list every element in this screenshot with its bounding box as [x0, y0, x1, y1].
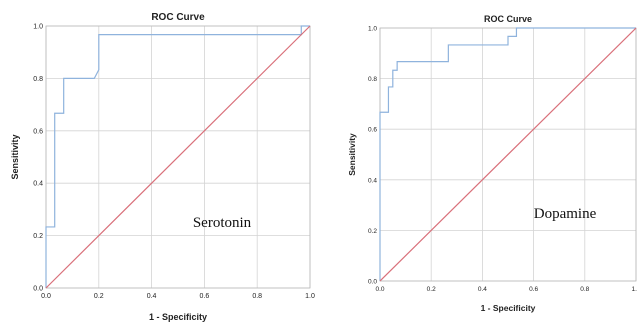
x-tick-label: 0.6: [200, 293, 210, 300]
x-tick-label: 0.8: [252, 293, 262, 300]
y-axis-label: Sensitivity: [347, 133, 357, 176]
x-tick-label: 0.0: [375, 286, 384, 293]
reference-line: [379, 27, 637, 282]
chart-title: ROC Curve: [484, 14, 532, 24]
y-tick-label: 0.2: [33, 233, 43, 240]
chart-annotation: Serotonin: [193, 215, 252, 231]
y-tick-label: 0.0: [368, 279, 377, 286]
roc-chart-dopamine: 0.0 0.2 0.4 0.6 0.8 1.0 0.0 0.2 0.4 0.6 0.8 1.0 ROC …: [347, 14, 637, 313]
chart-title: ROC Curve: [151, 12, 205, 23]
x-axis-label: 1 - Specificity: [481, 303, 536, 313]
roc-curve: [379, 27, 636, 281]
y-tick-label: 0.6: [368, 127, 377, 134]
chart-annotation: Dopamine: [534, 206, 597, 222]
y-tick-label: 1.0: [368, 26, 377, 33]
y-tick-label: 0.6: [33, 128, 43, 135]
y-axis-label: Sensitivity: [10, 134, 20, 179]
x-tick-label: 1.0: [305, 293, 315, 300]
x-tick-label: 0.2: [427, 286, 436, 293]
x-tick-label: 0.2: [94, 293, 104, 300]
x-tick-label: 1.0: [631, 286, 637, 293]
x-tick-label: 0.8: [580, 286, 589, 293]
roc-chart-serotonin: 0.0 0.2 0.4 0.6 0.8 1.0 0.0 0.2 0.4 0.6 0.8 1.0 ROC …: [10, 12, 315, 322]
y-tick-label: 0.4: [368, 177, 377, 184]
y-tick-label: 1.0: [33, 24, 43, 31]
y-tick-label: 0.0: [33, 286, 43, 293]
plot-frame: [45, 25, 311, 289]
roc-curve: [45, 25, 310, 288]
reference-line: [45, 25, 311, 289]
y-tick-label: 0.2: [368, 228, 377, 235]
x-axis-label: 1 - Specificity: [149, 312, 207, 322]
x-tick-label: 0.4: [147, 293, 157, 300]
y-tick-label: 0.8: [33, 76, 43, 83]
x-tick-label: 0.6: [529, 286, 538, 293]
y-tick-label: 0.8: [368, 76, 377, 83]
y-tick-label: 0.4: [33, 181, 43, 188]
x-tick-label: 0.0: [41, 293, 51, 300]
x-tick-label: 0.4: [478, 286, 487, 293]
